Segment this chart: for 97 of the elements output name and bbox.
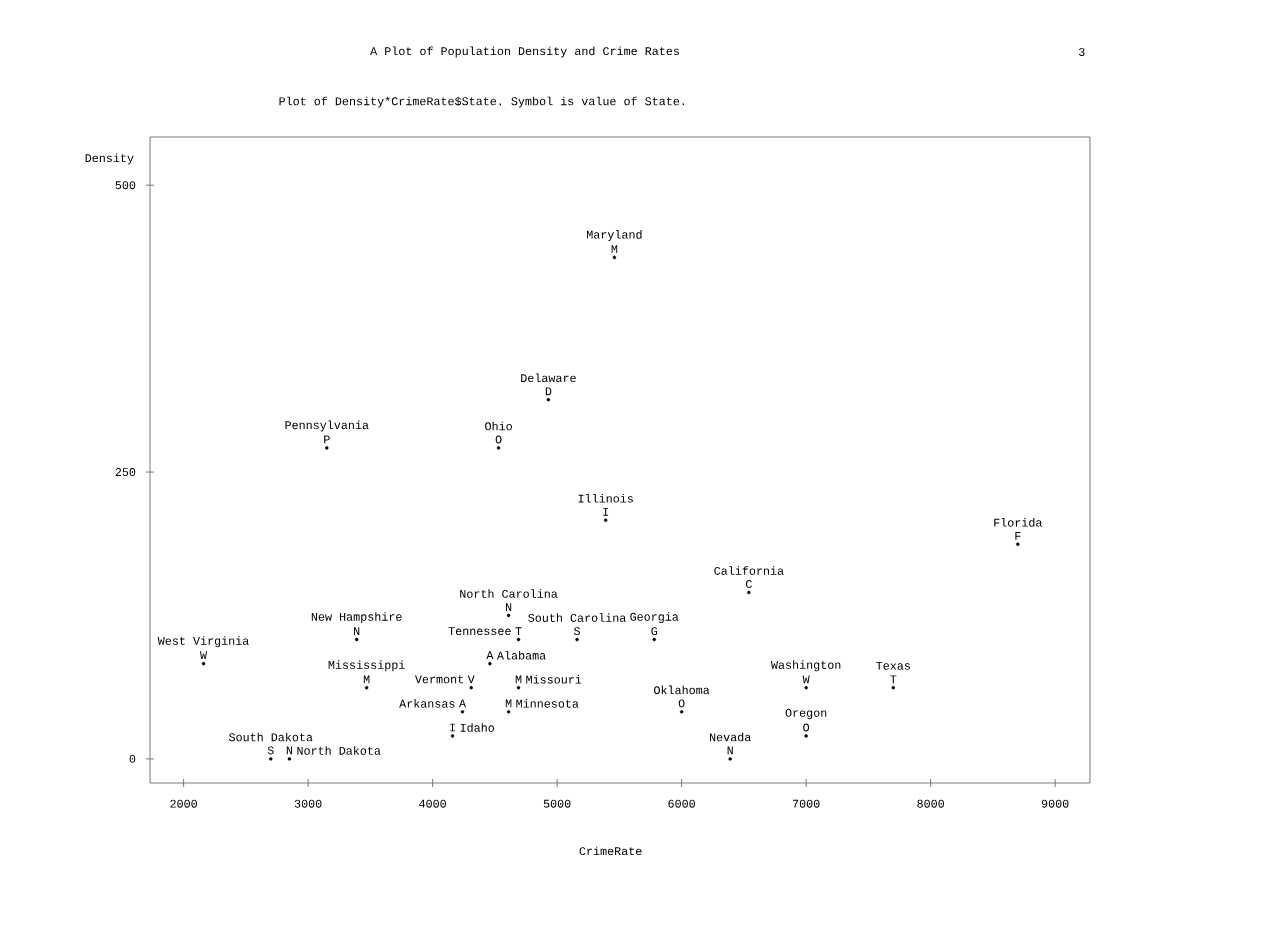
x-tick-label: 9000 bbox=[1041, 799, 1069, 808]
point bbox=[1016, 542, 1020, 547]
data-label: M bbox=[363, 675, 370, 684]
point bbox=[612, 255, 617, 260]
point bbox=[325, 446, 329, 450]
data-label: F bbox=[1015, 532, 1021, 540]
point bbox=[201, 661, 206, 666]
annotation: Tennessee bbox=[448, 627, 511, 636]
data-label: A bbox=[486, 651, 494, 660]
annotation: Mississippi bbox=[328, 660, 405, 672]
annotation: Alabama bbox=[496, 650, 546, 660]
point bbox=[460, 710, 465, 714]
annotation: Maryland bbox=[586, 230, 642, 241]
chart-subtitle: Plot of Density*CrimeRate$State. Symbol is value of State. bbox=[279, 96, 685, 108]
point bbox=[679, 710, 684, 714]
annotation: North Carolina bbox=[460, 589, 558, 598]
data-label: N bbox=[505, 603, 512, 611]
annotation: Illinois bbox=[578, 493, 633, 503]
x-tick-label: 2000 bbox=[170, 799, 197, 808]
data-label: S bbox=[267, 746, 274, 755]
point bbox=[506, 613, 511, 618]
annotation: Idaho bbox=[460, 723, 495, 732]
y-tick-label: 500 bbox=[115, 181, 136, 190]
data-label: A bbox=[458, 699, 467, 708]
data-label: M bbox=[515, 675, 522, 684]
data-label: T bbox=[515, 627, 522, 635]
y-tick-label: 250 bbox=[115, 468, 136, 477]
point bbox=[747, 590, 751, 595]
y-tick-label: 0 bbox=[129, 754, 136, 763]
point bbox=[488, 661, 492, 666]
x-tick-label: 5000 bbox=[543, 799, 571, 808]
annotation: Arkansas bbox=[399, 699, 455, 708]
point bbox=[516, 686, 521, 690]
data-label: O bbox=[678, 699, 685, 708]
annotation: North Dakota bbox=[297, 746, 381, 755]
data-label: O bbox=[495, 435, 502, 444]
annotation: Oklahoma bbox=[654, 685, 710, 695]
point bbox=[287, 757, 292, 761]
point bbox=[364, 686, 369, 690]
annotation: West Virginia bbox=[157, 636, 249, 648]
data-label: M bbox=[505, 699, 512, 708]
data-label: P bbox=[324, 435, 330, 444]
annotation: Oregon bbox=[785, 708, 827, 720]
data-label: O bbox=[803, 723, 810, 732]
data-label: N bbox=[727, 746, 733, 755]
text: 3 bbox=[1078, 48, 1085, 56]
data-label: C bbox=[746, 580, 752, 589]
x-tick-label: 4000 bbox=[419, 799, 446, 808]
annotation: Pennsylvania bbox=[285, 420, 369, 432]
annotation: Minnesota bbox=[516, 699, 579, 708]
x-tick-label: 8000 bbox=[917, 799, 944, 808]
point bbox=[516, 637, 521, 642]
point bbox=[269, 757, 273, 761]
annotation: New Hampshire bbox=[311, 612, 402, 624]
x-tick-label: 6000 bbox=[668, 799, 695, 808]
point bbox=[804, 686, 808, 690]
x-tick-label: 7000 bbox=[792, 799, 820, 808]
x-axis-title: CrimeRate bbox=[579, 846, 642, 856]
point bbox=[575, 637, 579, 642]
point bbox=[496, 446, 501, 450]
x-tick-label: 3000 bbox=[294, 799, 322, 808]
point bbox=[450, 734, 455, 738]
annotation: California bbox=[714, 566, 784, 575]
annotation: Missouri bbox=[526, 674, 582, 684]
data-label: D bbox=[545, 387, 552, 396]
annotation: Georgia bbox=[630, 612, 679, 624]
annotation: Vermont bbox=[414, 675, 463, 684]
annotation: Florida bbox=[994, 518, 1043, 527]
data-label: N bbox=[286, 746, 293, 755]
y-axis-title: Density bbox=[85, 153, 134, 165]
annotation: Washington bbox=[770, 660, 841, 672]
point bbox=[652, 637, 656, 642]
annotation: South Carolina bbox=[528, 613, 626, 622]
data-label: N bbox=[354, 627, 360, 635]
data-label: I bbox=[450, 723, 455, 732]
point bbox=[891, 686, 896, 690]
data-label: I bbox=[603, 507, 609, 516]
point bbox=[603, 518, 608, 522]
point bbox=[506, 710, 511, 714]
point bbox=[546, 398, 551, 402]
data-label: M bbox=[611, 245, 618, 253]
data-label: V bbox=[467, 675, 475, 684]
point bbox=[354, 637, 359, 642]
data-label: T bbox=[890, 675, 897, 684]
annotation: Nevada bbox=[709, 732, 751, 742]
data-label: W bbox=[802, 675, 810, 684]
chart-title: A Plot of Population Density and Crime Rates bbox=[370, 46, 679, 58]
data-label: W bbox=[200, 651, 208, 660]
point bbox=[804, 734, 808, 738]
data-label: G bbox=[651, 627, 658, 636]
annotation: Texas bbox=[876, 661, 910, 670]
point bbox=[728, 757, 732, 761]
data-label: S bbox=[573, 627, 580, 636]
annotation: Ohio bbox=[485, 421, 512, 431]
point bbox=[469, 686, 473, 690]
annotation: South Dakota bbox=[228, 732, 313, 742]
annotation: Delaware bbox=[521, 373, 576, 383]
